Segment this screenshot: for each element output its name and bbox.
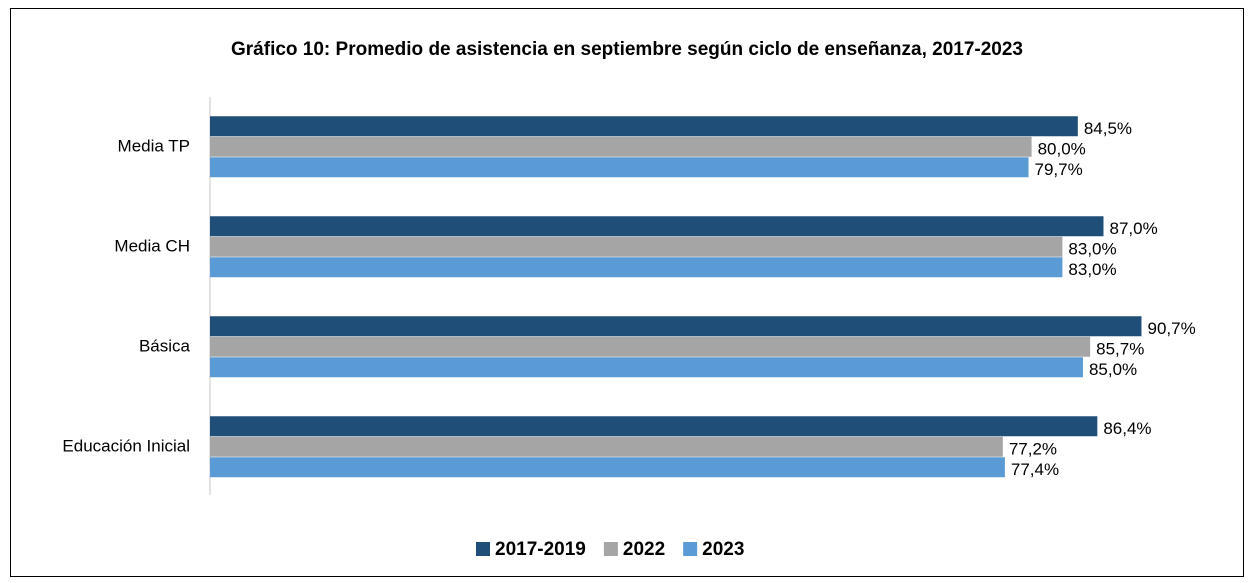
bar	[210, 116, 1078, 137]
bar	[210, 436, 1003, 457]
data-label: 77,4%	[1011, 460, 1059, 479]
data-label: 79,7%	[1035, 160, 1083, 179]
bar	[210, 357, 1083, 378]
data-label: 84,5%	[1084, 119, 1132, 138]
bar	[210, 257, 1063, 278]
data-label: 85,0%	[1089, 360, 1137, 379]
y-tick-label: Media TP	[118, 136, 190, 155]
legend-swatch	[683, 542, 698, 556]
chart-frame	[10, 8, 1244, 577]
y-tick-label: Básica	[139, 336, 191, 355]
data-label: 87,0%	[1109, 219, 1157, 238]
data-label: 80,0%	[1038, 139, 1086, 158]
data-label: 83,0%	[1068, 239, 1116, 258]
bar	[210, 416, 1098, 437]
legend-label: 2022	[623, 539, 665, 560]
data-label: 85,7%	[1096, 339, 1144, 358]
chart-title: Gráfico 10: Promedio de asistencia en se…	[231, 39, 1023, 60]
bar	[210, 236, 1063, 257]
bar	[210, 336, 1091, 357]
y-tick-label: Educación Inicial	[62, 436, 190, 455]
legend-label: 2017-2019	[495, 539, 586, 560]
data-label: 86,4%	[1103, 419, 1151, 438]
legend-swatch	[476, 542, 490, 556]
bar	[210, 316, 1142, 337]
data-label: 90,7%	[1147, 319, 1195, 338]
bar	[210, 136, 1032, 157]
legend-label: 2023	[702, 539, 744, 560]
bar	[210, 216, 1104, 237]
data-label: 83,0%	[1068, 260, 1116, 279]
data-label: 77,2%	[1009, 439, 1057, 458]
bar	[210, 157, 1029, 178]
legend-swatch	[603, 542, 618, 556]
y-tick-label: Media CH	[114, 236, 190, 255]
bar	[210, 457, 1005, 478]
